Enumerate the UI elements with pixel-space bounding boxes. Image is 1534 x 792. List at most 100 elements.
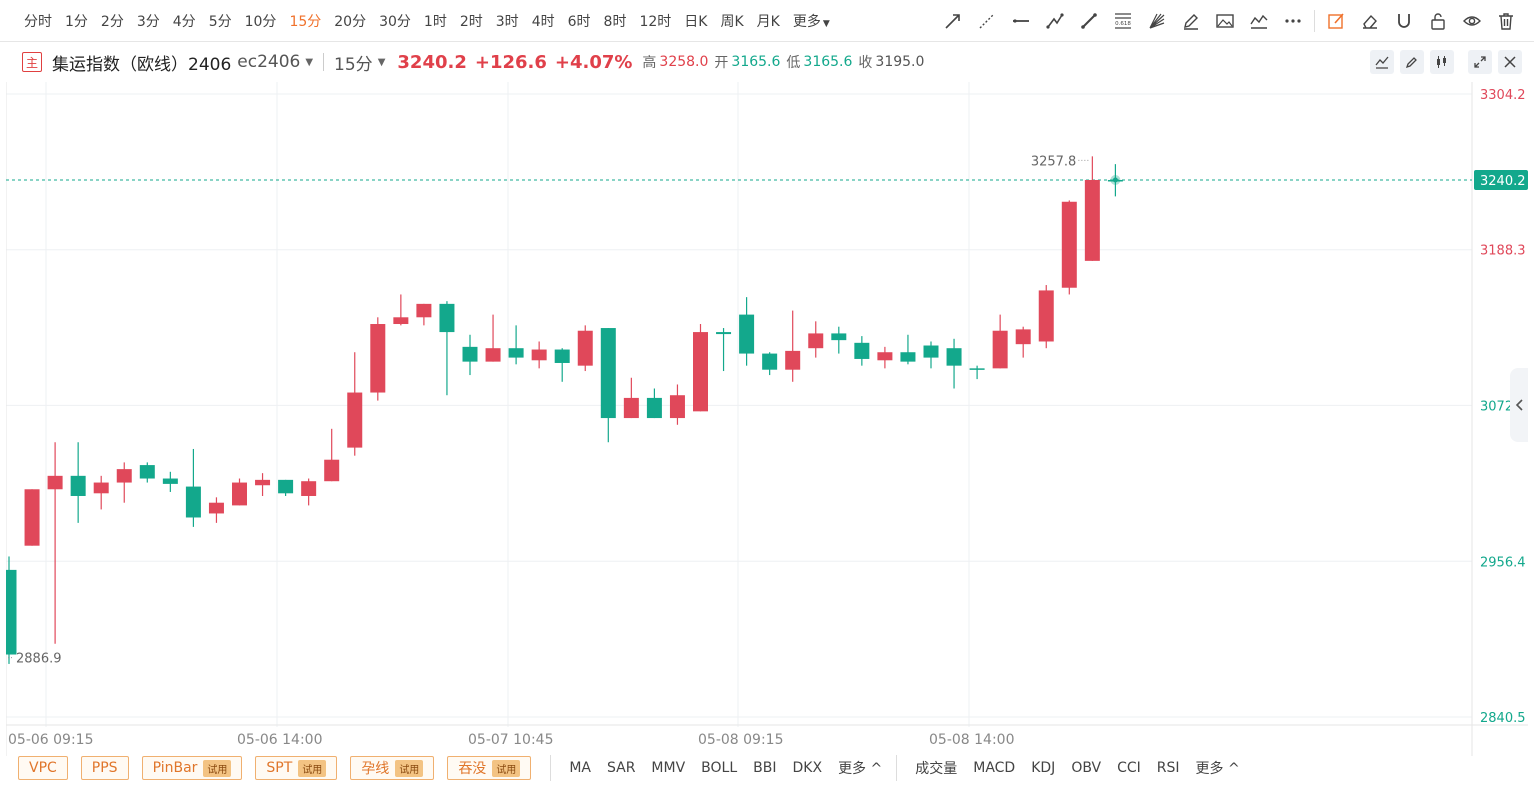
- main-indicator-6[interactable]: 更多 ^: [838, 761, 883, 777]
- main-indicator-3[interactable]: BOLL: [701, 760, 738, 776]
- edit-tool[interactable]: [1319, 6, 1353, 36]
- strategy-label: 孕线: [361, 761, 390, 777]
- magnet-tool[interactable]: [1387, 6, 1421, 36]
- strategy-button-4[interactable]: 孕线 试用: [350, 756, 435, 780]
- open-label: 开: [714, 55, 729, 71]
- side-panel-toggle[interactable]: [1510, 368, 1528, 442]
- trash-icon: [1499, 13, 1513, 30]
- sub-indicator-3[interactable]: OBV: [1071, 760, 1102, 776]
- x-tick-label-4: 05-08 14:00: [929, 732, 1014, 748]
- kline-chart-area[interactable]: 3304.2 3188.3 3072.4 2956.4 2840.5 05-06 09:1…: [6, 82, 1528, 756]
- candle-body-21: [485, 348, 501, 362]
- polyline-tool[interactable]: [1038, 6, 1072, 36]
- visibility-tool[interactable]: [1455, 6, 1489, 36]
- period-17[interactable]: 日K: [684, 13, 708, 30]
- image-tool[interactable]: [1208, 6, 1242, 36]
- strategy-buttons: VPC PPS PinBar 试用 SPT 试用 孕线 试用 吞没 试用: [0, 756, 544, 780]
- main-indicator-5[interactable]: DKX: [792, 760, 823, 776]
- period-4[interactable]: 4分: [172, 13, 196, 30]
- chevron-down-icon[interactable]: ▼: [305, 56, 314, 68]
- sub-indicators: 成交量 MACD KDJ OBV CCI RSI 更多 ^: [907, 758, 1247, 778]
- fibonacci-tool[interactable]: 0.618: [1106, 6, 1140, 36]
- candle-body-26: [600, 328, 616, 419]
- candle-body-37: [854, 342, 870, 359]
- candle-style-button[interactable]: [1430, 50, 1454, 74]
- dashed-line-tool[interactable]: [970, 6, 1004, 36]
- strategy-label: PinBar: [152, 760, 198, 776]
- period-10[interactable]: 1时: [423, 13, 447, 30]
- period-7[interactable]: 15分: [289, 13, 322, 30]
- sub-indicator-2[interactable]: KDJ: [1031, 760, 1056, 776]
- period-12[interactable]: 3时: [495, 13, 519, 30]
- period-18[interactable]: 周K: [720, 13, 744, 30]
- sub-indicator-0[interactable]: 成交量: [915, 761, 958, 777]
- period-13[interactable]: 4时: [531, 13, 555, 30]
- high-label: 高: [642, 55, 657, 71]
- period-8[interactable]: 20分: [334, 13, 367, 30]
- period-3[interactable]: 3分: [136, 13, 160, 30]
- candle-body-29: [669, 395, 685, 419]
- interval-selector[interactable]: 15分: [334, 54, 373, 75]
- instrument-code[interactable]: ec2406: [237, 52, 301, 72]
- gann-fan-tool[interactable]: [1140, 6, 1174, 36]
- period-19[interactable]: 月K: [756, 13, 780, 30]
- fullscreen-button[interactable]: [1468, 50, 1492, 74]
- indicator-toggle-button[interactable]: [1370, 50, 1394, 74]
- sub-indicator-4[interactable]: CCI: [1117, 760, 1141, 776]
- more-tools[interactable]: [1276, 6, 1310, 36]
- live-dot: [1112, 177, 1118, 183]
- candle-body-7: [162, 478, 178, 484]
- candle-body-35: [808, 333, 824, 349]
- candle-body-27: [623, 397, 639, 419]
- close-icon: [1504, 56, 1516, 68]
- close-chart-button[interactable]: [1498, 50, 1522, 74]
- eraser-tool[interactable]: [1353, 6, 1387, 36]
- ray-line-tool[interactable]: [936, 6, 970, 36]
- sub-indicator-6[interactable]: 更多 ^: [1195, 761, 1240, 777]
- period-15[interactable]: 8时: [603, 13, 627, 30]
- brush-tool[interactable]: [1174, 6, 1208, 36]
- period-9[interactable]: 30分: [379, 13, 411, 30]
- candle-body-31: [716, 332, 732, 335]
- period-1[interactable]: 1分: [65, 13, 88, 30]
- strategy-button-1[interactable]: PPS: [80, 756, 129, 780]
- period-6[interactable]: 10分: [244, 13, 277, 30]
- current-price-label: 3240.2: [1480, 174, 1526, 189]
- main-indicator-2[interactable]: MMV: [651, 760, 686, 776]
- strategy-button-3[interactable]: SPT 试用: [255, 756, 338, 780]
- pattern-tool[interactable]: [1242, 6, 1276, 36]
- lock-tool[interactable]: [1421, 6, 1455, 36]
- high-value: 3258.0: [659, 54, 709, 70]
- header-divider: [323, 53, 325, 71]
- sub-indicator-1[interactable]: MACD: [973, 760, 1016, 776]
- instrument-name[interactable]: 集运指数（欧线）2406: [52, 54, 232, 75]
- period-5[interactable]: 5分: [208, 13, 232, 30]
- pencil-icon: [1184, 14, 1198, 30]
- period-2[interactable]: 2分: [100, 13, 124, 30]
- segment-tool[interactable]: [1072, 6, 1106, 36]
- horizontal-line-tool[interactable]: [1004, 6, 1038, 36]
- candle-body-8: [185, 486, 201, 518]
- chevron-down-icon[interactable]: ▼: [377, 56, 386, 68]
- strategy-button-5[interactable]: 吞没 试用: [447, 756, 532, 780]
- candle-body-42: [969, 368, 985, 370]
- period-11[interactable]: 2时: [459, 13, 483, 30]
- sub-indicator-5[interactable]: RSI: [1156, 760, 1180, 776]
- draw-toggle-button[interactable]: [1400, 50, 1424, 74]
- arrow-line-icon: [945, 14, 960, 29]
- strategy-button-2[interactable]: PinBar 试用: [141, 756, 243, 780]
- strategy-button-0[interactable]: VPC: [18, 756, 68, 780]
- period-more-label: 更多: [792, 13, 821, 30]
- period-more-button[interactable]: 更多 ▼: [793, 11, 830, 31]
- magnet-icon: [1398, 14, 1410, 28]
- delete-tool[interactable]: [1489, 6, 1523, 36]
- period-0[interactable]: 分时: [24, 13, 52, 30]
- candle-body-44: [1015, 329, 1031, 345]
- period-16[interactable]: 12时: [639, 13, 672, 30]
- main-indicator-0[interactable]: MA: [569, 760, 591, 776]
- main-indicator-1[interactable]: SAR: [606, 760, 636, 776]
- period-14[interactable]: 6时: [567, 13, 591, 30]
- main-indicator-4[interactable]: BBI: [753, 760, 777, 776]
- period-toolbar: 分时 1分 2分 3分 4分 5分 10分 15分 20分 30分 1时 2时 3时 4时 6时 8时 12时日…: [0, 0, 1534, 42]
